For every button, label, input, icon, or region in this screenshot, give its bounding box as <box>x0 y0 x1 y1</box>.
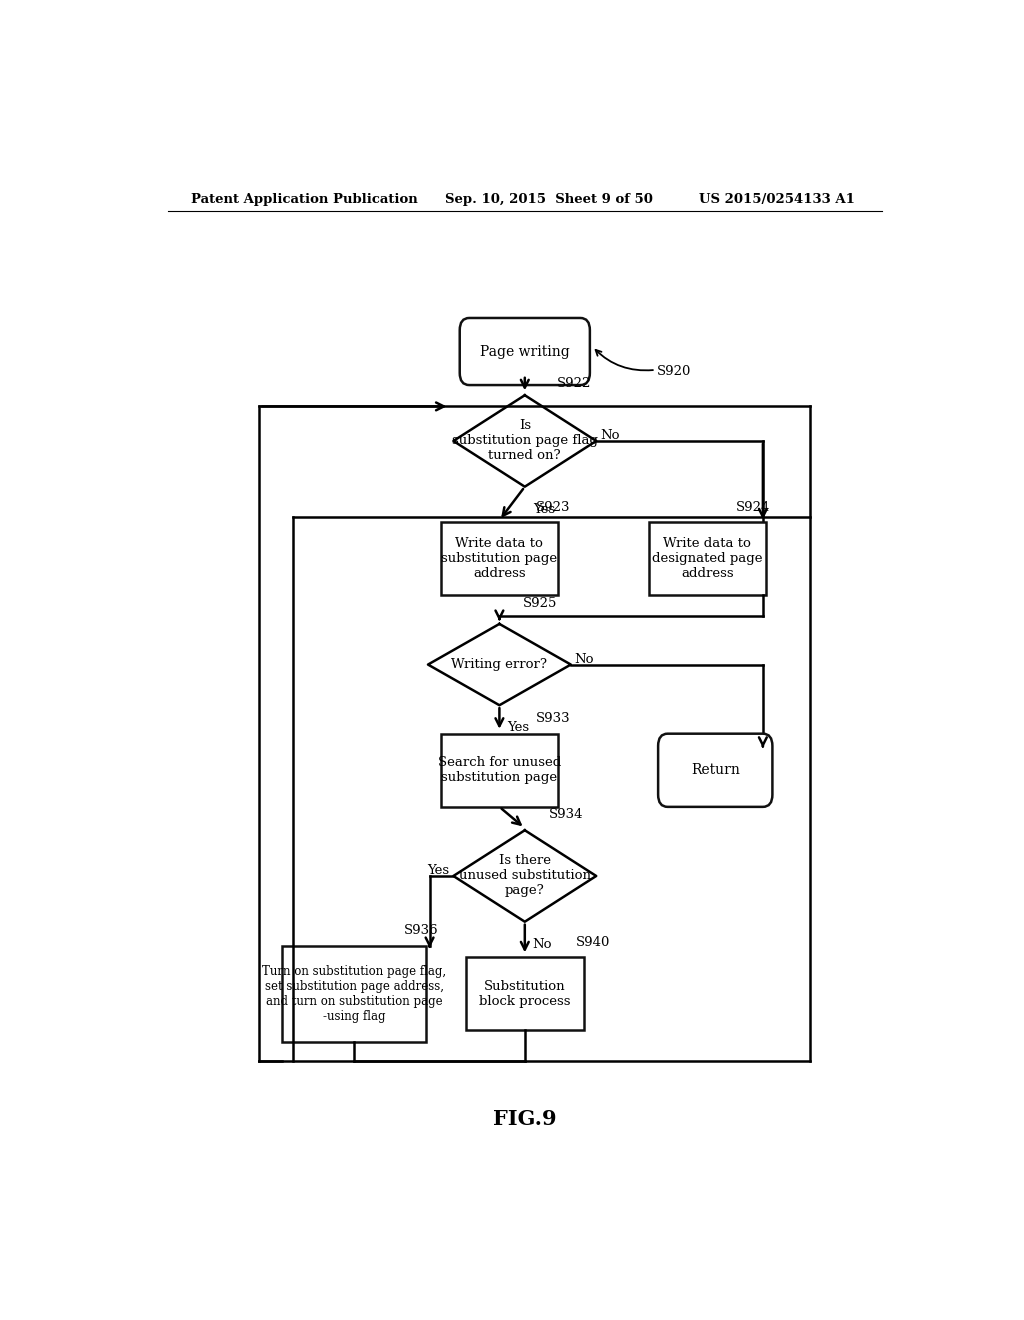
Bar <box>440 523 558 595</box>
Polygon shape <box>454 830 596 921</box>
Text: Return: Return <box>691 763 739 777</box>
Text: Is
substitution page flag
turned on?: Is substitution page flag turned on? <box>452 420 598 462</box>
FancyBboxPatch shape <box>658 734 772 807</box>
Text: Yes: Yes <box>427 865 450 878</box>
Text: S925: S925 <box>523 597 558 610</box>
Text: S940: S940 <box>575 936 610 949</box>
Bar <box>282 946 426 1041</box>
Bar <box>440 734 558 807</box>
Text: S936: S936 <box>404 924 439 937</box>
Text: S934: S934 <box>549 808 583 821</box>
FancyBboxPatch shape <box>460 318 590 385</box>
Text: Writing error?: Writing error? <box>452 659 548 671</box>
Text: Write data to
designated page
address: Write data to designated page address <box>652 537 763 581</box>
Text: S933: S933 <box>536 711 570 725</box>
Text: Yes: Yes <box>532 503 555 516</box>
Polygon shape <box>454 395 596 487</box>
Text: Turn on substitution page flag,
set substitution page address,
and turn on subst: Turn on substitution page flag, set subs… <box>262 965 446 1023</box>
Bar <box>648 523 766 595</box>
Bar <box>466 957 584 1031</box>
Text: Substitution
block process: Substitution block process <box>479 979 570 1008</box>
Text: S922: S922 <box>556 376 591 389</box>
Text: Yes: Yes <box>507 721 529 734</box>
Text: S920: S920 <box>657 366 691 379</box>
Text: Write data to
substitution page
address: Write data to substitution page address <box>441 537 557 581</box>
Text: Patent Application Publication: Patent Application Publication <box>191 193 418 206</box>
Text: Search for unused
substitution page: Search for unused substitution page <box>438 756 561 784</box>
Text: No: No <box>574 653 594 667</box>
Polygon shape <box>428 624 570 705</box>
Text: No: No <box>532 937 552 950</box>
Text: Page writing: Page writing <box>480 345 569 359</box>
Text: US 2015/0254133 A1: US 2015/0254133 A1 <box>699 193 855 206</box>
Text: No: No <box>600 429 620 442</box>
Text: Sep. 10, 2015  Sheet 9 of 50: Sep. 10, 2015 Sheet 9 of 50 <box>445 193 653 206</box>
Text: S923: S923 <box>536 500 570 513</box>
Text: S924: S924 <box>736 500 770 513</box>
Text: Is there
unused substitution
page?: Is there unused substitution page? <box>459 854 591 898</box>
Text: FIG.9: FIG.9 <box>493 1109 557 1129</box>
